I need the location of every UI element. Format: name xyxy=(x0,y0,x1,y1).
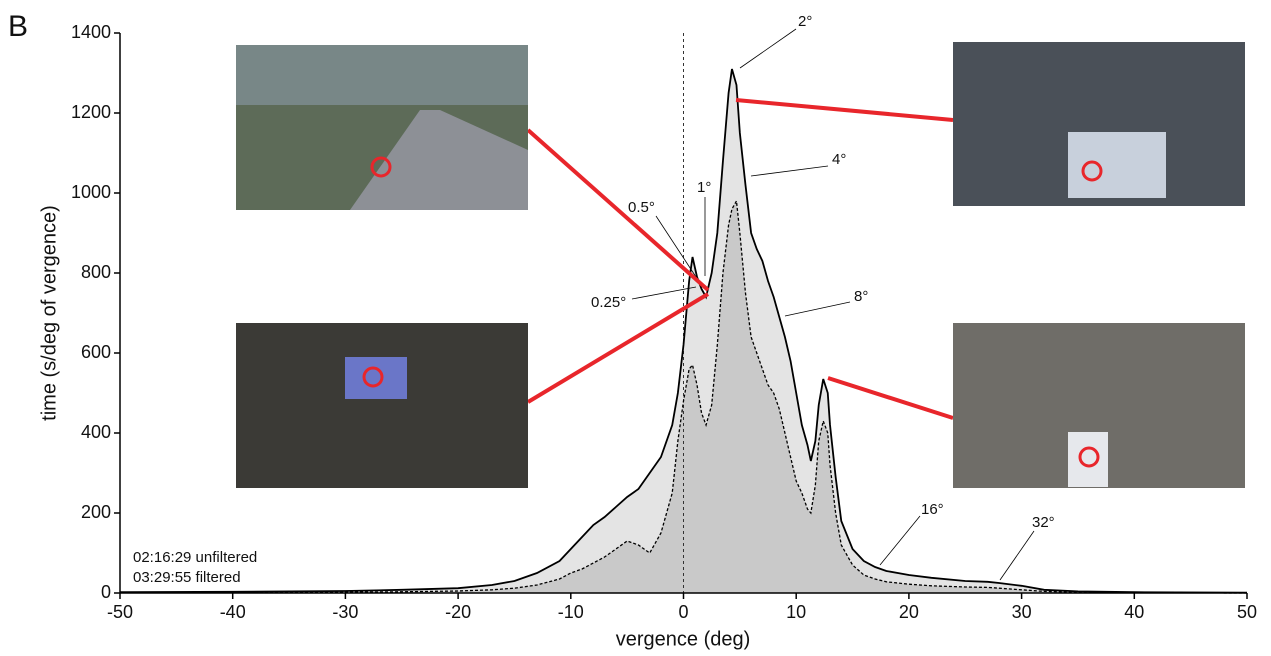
annotation-leader xyxy=(751,166,828,176)
annotation: 8° xyxy=(854,288,868,305)
y-axis-title: time (s/deg of vergence) xyxy=(38,205,60,421)
connector xyxy=(736,100,953,120)
x-tick-label: 30 xyxy=(1012,602,1032,622)
x-tick-label: 0 xyxy=(678,602,688,622)
y-tick-label: 1400 xyxy=(71,22,111,42)
x-tick-label: 10 xyxy=(786,602,806,622)
annotation: 1° xyxy=(697,179,711,196)
chart: B vergence (deg) time (s/deg of vergence… xyxy=(0,0,1271,656)
legend-label: 03:29:55 filtered xyxy=(133,569,241,586)
annotation: 16° xyxy=(921,501,944,518)
annotation-leader xyxy=(1000,531,1034,580)
y-tick-label: 0 xyxy=(101,582,111,602)
x-tick-label: 20 xyxy=(899,602,919,622)
x-tick-label: -10 xyxy=(558,602,584,622)
annotation-leader xyxy=(880,516,920,565)
y-tick-label: 1200 xyxy=(71,102,111,122)
annotation-leader xyxy=(740,29,796,68)
annotation: 2° xyxy=(798,13,812,30)
annotation: 0.25° xyxy=(591,294,626,311)
x-tick-label: -30 xyxy=(332,602,358,622)
photo-monitor xyxy=(1068,132,1166,198)
photo-sky xyxy=(236,45,528,105)
x-tick-label: -20 xyxy=(445,602,471,622)
annotation: 4° xyxy=(832,151,846,168)
x-tick-label: -40 xyxy=(220,602,246,622)
annotation: 0.5° xyxy=(628,199,655,216)
panel-label: B xyxy=(8,10,28,43)
photo-phone-screen xyxy=(1068,432,1108,487)
y-tick-label: 1000 xyxy=(71,182,111,202)
x-tick-label: 40 xyxy=(1124,602,1144,622)
annotation-leader xyxy=(632,287,696,299)
photo-tv xyxy=(236,323,528,488)
annotation: 32° xyxy=(1032,514,1055,531)
x-axis-title: vergence (deg) xyxy=(616,628,751,650)
y-tick-label: 200 xyxy=(81,502,111,522)
x-tick-label: -50 xyxy=(107,602,133,622)
x-tick-label: 50 xyxy=(1237,602,1257,622)
connector xyxy=(528,130,708,290)
y-tick-label: 800 xyxy=(81,262,111,282)
connector xyxy=(828,378,953,418)
y-tick-label: 400 xyxy=(81,422,111,442)
legend-label: 02:16:29 unfiltered xyxy=(133,549,257,566)
photo-screen xyxy=(345,357,407,399)
annotation-leader xyxy=(785,302,850,316)
y-tick-label: 600 xyxy=(81,342,111,362)
